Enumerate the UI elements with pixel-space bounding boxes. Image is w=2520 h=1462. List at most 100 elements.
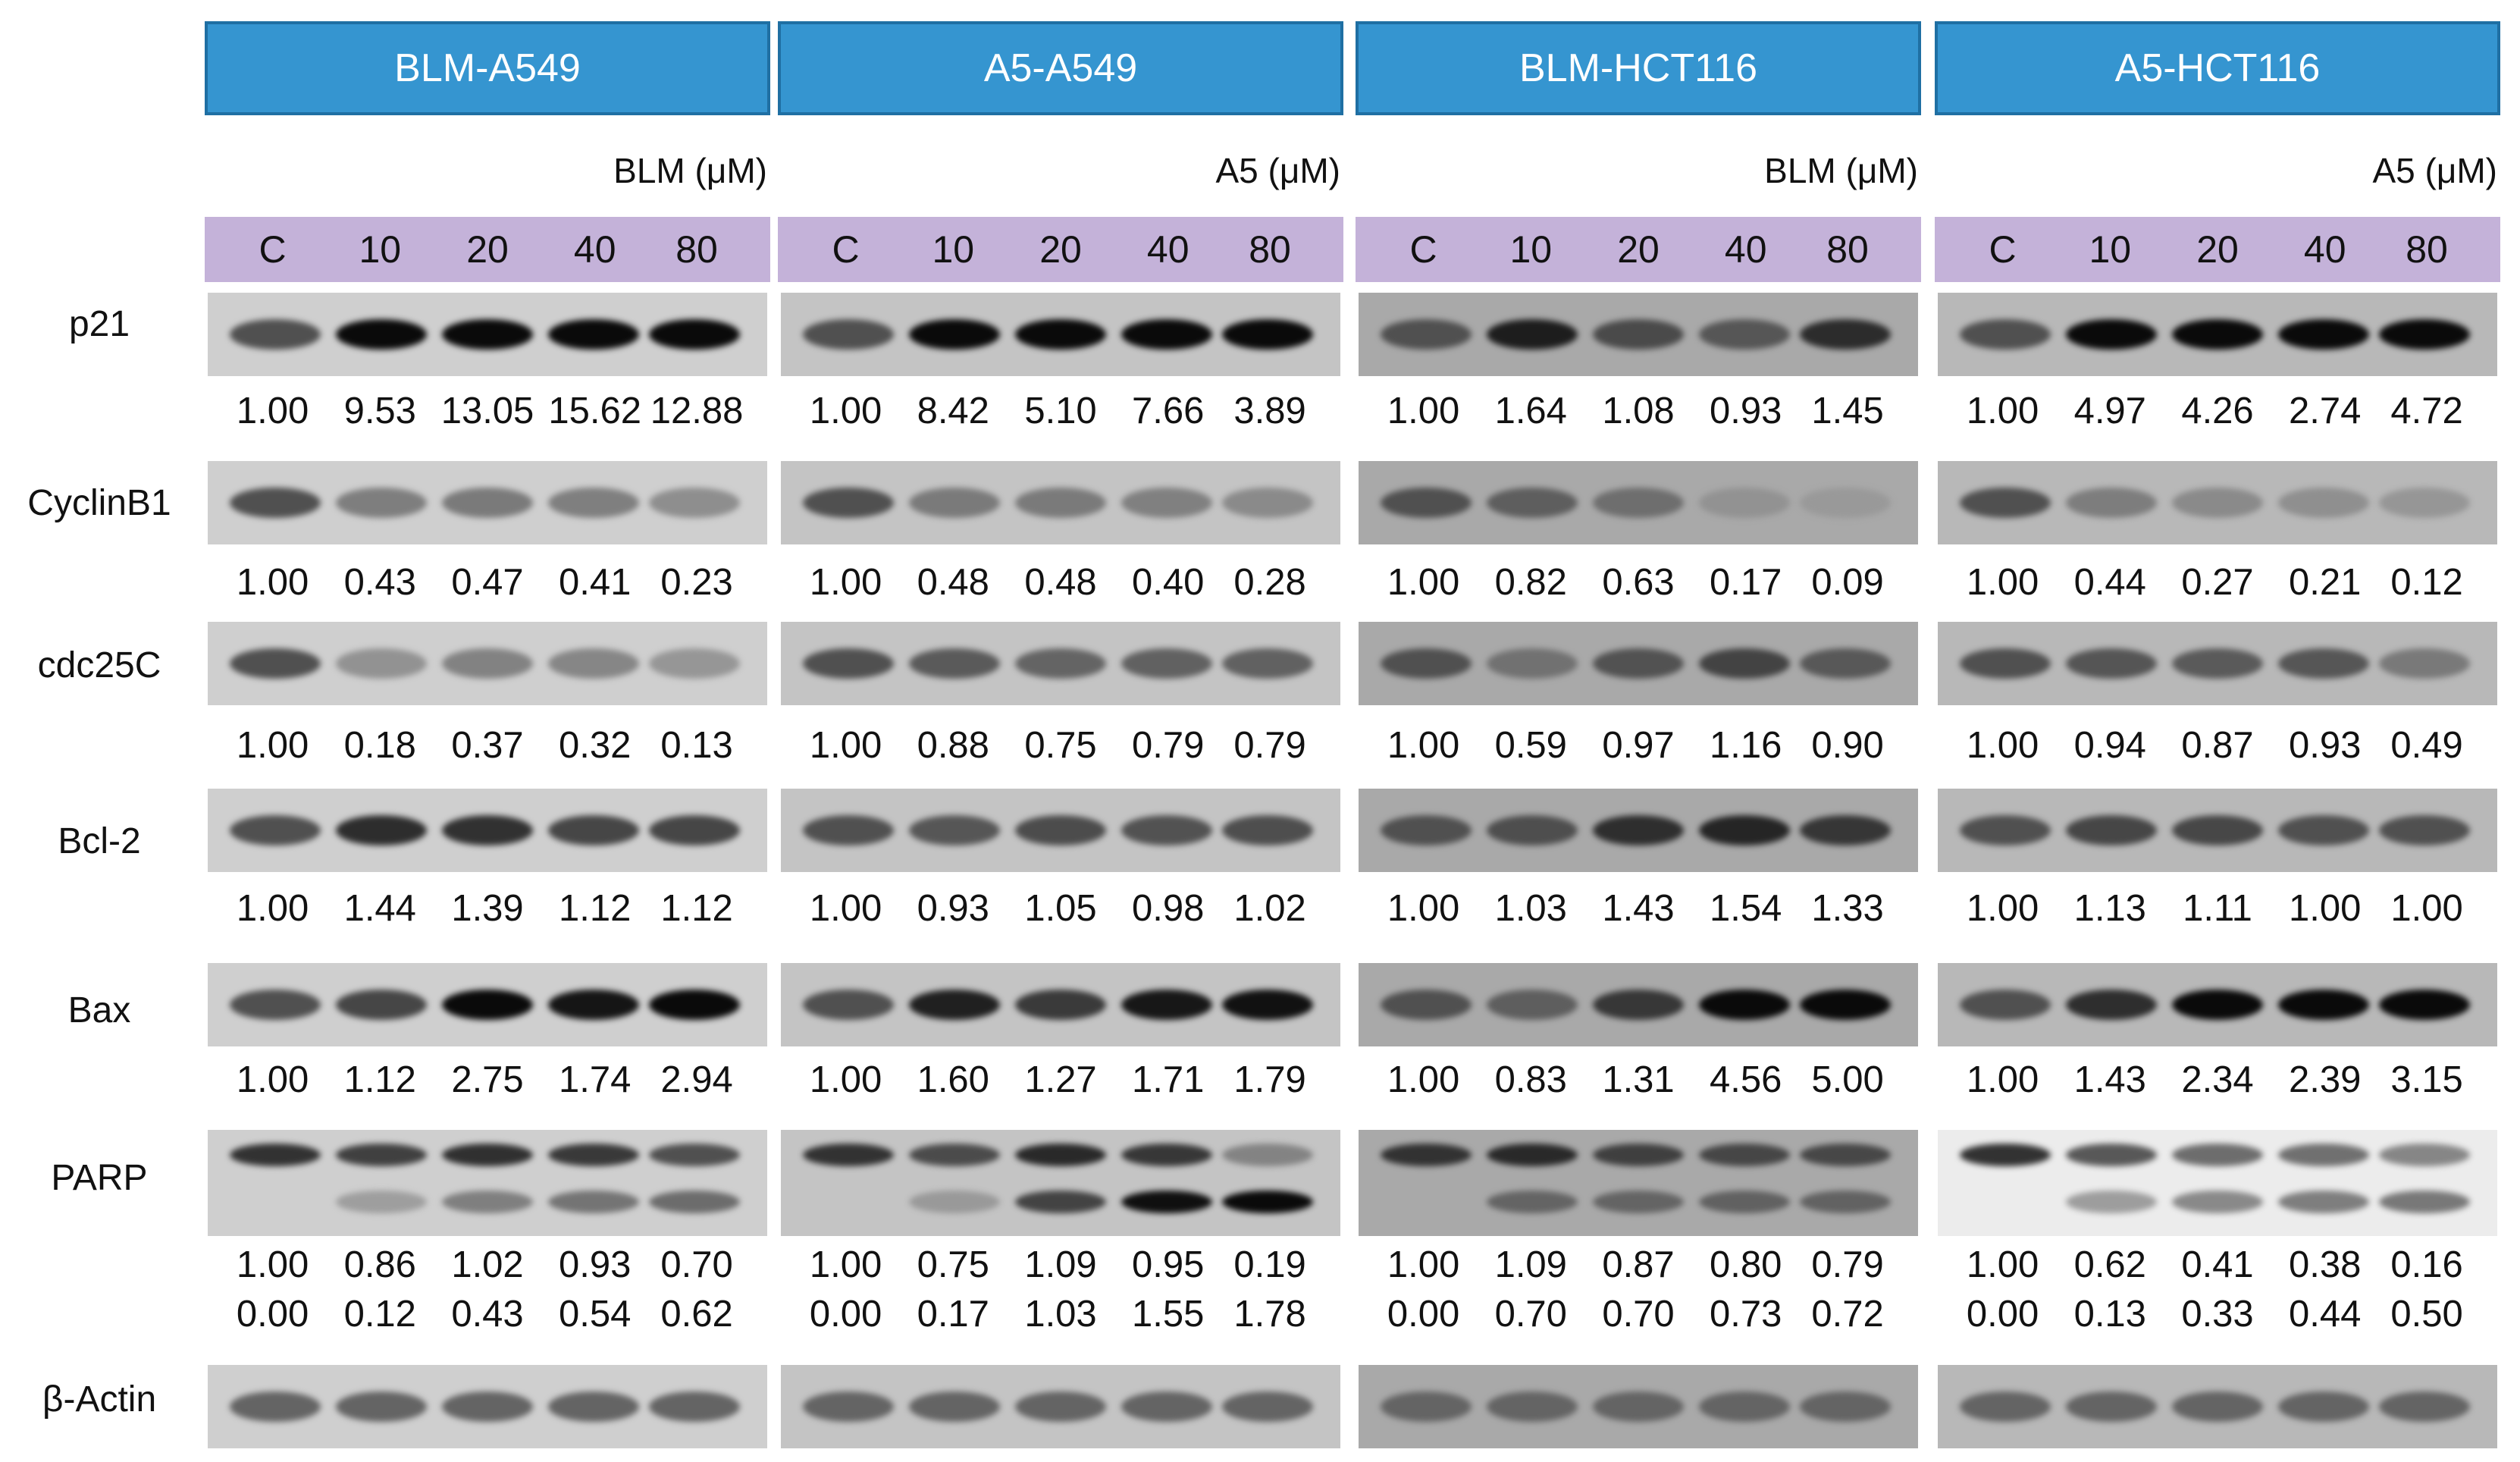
quantification-value: 9.53 [343, 391, 416, 431]
quantification-value: 5.00 [1811, 1059, 1884, 1100]
protein-band [1121, 648, 1213, 679]
protein-label: Bcl-2 [58, 821, 141, 861]
protein-band [1222, 1391, 1314, 1422]
quantification-value: 0.70 [1494, 1294, 1567, 1335]
dose-label: 20 [1617, 228, 1660, 271]
protein-band [649, 648, 741, 679]
treatment-label: A5 (μM) [2372, 151, 2497, 190]
protein-band [1593, 488, 1684, 518]
quantification-value: 13.05 [440, 391, 534, 431]
quantification-value: 0.12 [343, 1294, 416, 1335]
protein-band [1486, 1191, 1578, 1213]
blot-image [1938, 622, 2497, 705]
quantification-value: 1.03 [1494, 888, 1567, 929]
quantification-value: 0.82 [1494, 562, 1567, 603]
dose-label: C [259, 228, 287, 271]
quantification-value: 1.16 [1710, 725, 1782, 766]
protein-band [1121, 1144, 1213, 1166]
quantification-value: 1.00 [1966, 391, 2039, 431]
quantification-value: 1.79 [1233, 1059, 1306, 1100]
protein-band [229, 1144, 321, 1166]
quantification-value: 0.73 [1710, 1294, 1782, 1335]
quantification-value: 0.41 [2181, 1244, 2254, 1285]
protein-label: cdc25C [37, 645, 161, 686]
quantification-value: 0.62 [2073, 1244, 2146, 1285]
quantification-value: 0.28 [1233, 562, 1306, 603]
quantification-value: 0.44 [2289, 1294, 2362, 1335]
quantification-value: 1.00 [1387, 1059, 1460, 1100]
quantification-value: 1.00 [809, 391, 882, 431]
quantification-value: 4.72 [2390, 391, 2463, 431]
protein-band [2379, 1191, 2471, 1213]
protein-band [1015, 1191, 1106, 1213]
blot-image [1938, 1365, 2497, 1448]
quantification-value: 0.32 [559, 725, 632, 766]
protein-band [2065, 1391, 2157, 1422]
quantification-value: 0.00 [1387, 1294, 1460, 1335]
protein-band [442, 815, 533, 846]
blot-image [781, 1365, 1340, 1448]
quantification-value: 3.89 [1233, 391, 1306, 431]
quantification-value: 0.93 [1710, 391, 1782, 431]
quantification-value: 0.16 [2390, 1244, 2463, 1285]
blot-image [781, 461, 1340, 544]
protein-band [908, 1191, 1000, 1213]
protein-band [649, 815, 741, 846]
quantification-value: 1.78 [1233, 1294, 1306, 1335]
protein-band [1222, 488, 1314, 518]
blot-image [1938, 293, 2497, 376]
protein-band [649, 1191, 741, 1213]
blot-image [781, 622, 1340, 705]
protein-band [802, 1391, 894, 1422]
protein-band [442, 1391, 533, 1422]
quantification-value: 0.70 [660, 1244, 733, 1285]
quantification-value: 8.42 [917, 391, 989, 431]
protein-band [1380, 1144, 1472, 1166]
quantification-value: 0.00 [236, 1294, 309, 1335]
quantification-value: 1.00 [2390, 888, 2463, 929]
protein-band [2065, 815, 2157, 846]
dose-bar: C 10 20 40 80 [1935, 217, 2500, 282]
panel-header: A5-HCT116 [1935, 21, 2500, 115]
blot-image [1359, 461, 1918, 544]
quantification-value: 0.49 [2390, 725, 2463, 766]
protein-band [1593, 815, 1684, 846]
quantification-value: 0.40 [1132, 562, 1205, 603]
blot-image [1938, 461, 2497, 544]
blot-image [208, 789, 767, 872]
protein-band [1486, 815, 1578, 846]
quantification-value: 7.66 [1132, 391, 1205, 431]
protein-band [908, 648, 1000, 679]
dose-label: 10 [2089, 228, 2132, 271]
protein-band [802, 990, 894, 1020]
quantification-value: 1.00 [809, 1059, 882, 1100]
quantification-value: 0.87 [2181, 725, 2254, 766]
protein-band [1015, 648, 1106, 679]
protein-band [2278, 815, 2370, 846]
protein-band [229, 1391, 321, 1422]
quantification-value: 0.48 [1024, 562, 1097, 603]
protein-band [548, 1391, 640, 1422]
protein-band [1121, 319, 1213, 350]
quantification-value: 0.00 [1966, 1294, 2039, 1335]
protein-band [2172, 488, 2263, 518]
quantification-value: 1.09 [1494, 1244, 1567, 1285]
dose-label: C [1989, 228, 2017, 271]
blot-image [208, 622, 767, 705]
protein-band [1699, 488, 1791, 518]
blot-image [1359, 1130, 1918, 1236]
protein-band [802, 1144, 894, 1166]
quantification-value: 1.00 [236, 888, 309, 929]
protein-band [649, 1144, 741, 1166]
protein-band [1959, 488, 2051, 518]
protein-band [2172, 1391, 2263, 1422]
blot-image [208, 1365, 767, 1448]
quantification-value: 0.00 [809, 1294, 882, 1335]
dose-label: 20 [1039, 228, 1082, 271]
protein-band [1800, 319, 1892, 350]
dose-label: C [832, 228, 860, 271]
protein-band [548, 648, 640, 679]
protein-band [1593, 319, 1684, 350]
blot-image [208, 963, 767, 1046]
blot-image [781, 963, 1340, 1046]
